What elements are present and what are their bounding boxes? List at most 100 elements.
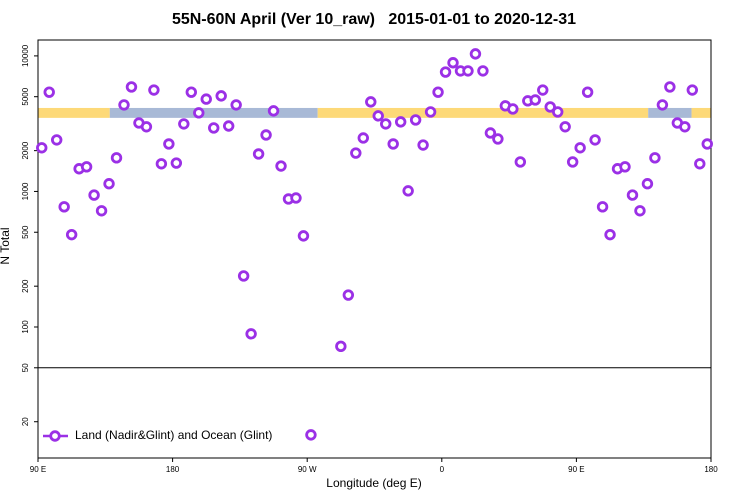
y-tick-label: 1000 <box>21 182 30 200</box>
data-point <box>267 105 280 117</box>
y-tick-label: 500 <box>21 225 30 239</box>
data-point <box>170 157 183 169</box>
data-point <box>125 81 138 93</box>
y-tick-label: 10000 <box>21 44 30 67</box>
coverage-band <box>648 107 692 118</box>
data-point <box>95 205 108 217</box>
y-tick-label: 200 <box>21 279 30 293</box>
x-tick-label: 90 E <box>30 465 46 474</box>
data-point <box>529 94 541 106</box>
data-point <box>634 205 646 217</box>
data-point <box>649 152 661 164</box>
data-point <box>514 156 527 168</box>
data-point <box>178 118 190 130</box>
data-point <box>140 121 153 133</box>
coverage-band <box>38 107 110 118</box>
data-point <box>305 429 317 441</box>
data-point <box>656 99 669 111</box>
data-point <box>387 138 399 150</box>
data-point <box>409 114 422 126</box>
data-point <box>222 120 235 132</box>
y-axis-label: N Total <box>0 227 12 264</box>
data-point <box>335 340 347 353</box>
data-point <box>484 127 497 139</box>
data-point <box>619 161 631 173</box>
data-point <box>297 230 310 242</box>
data-point <box>439 66 452 78</box>
data-point <box>432 86 444 98</box>
legend-label: Land (Nadir&Glint) and Ocean (Glint) <box>75 428 272 442</box>
data-point <box>36 142 48 154</box>
data-point <box>185 86 197 98</box>
coverage-band <box>691 107 711 118</box>
data-point <box>118 99 130 111</box>
data-point <box>596 201 609 213</box>
data-point <box>193 107 205 119</box>
data-point <box>447 57 459 69</box>
data-point <box>604 228 616 241</box>
x-tick-label: 180 <box>704 465 718 474</box>
data-point <box>566 156 579 168</box>
data-point <box>80 161 93 173</box>
y-tick-label: 20 <box>21 417 30 426</box>
y-tick-label: 50 <box>21 363 30 372</box>
data-point <box>581 86 594 98</box>
data-point <box>626 189 639 201</box>
data-point <box>200 93 212 105</box>
legend-marker <box>49 430 61 442</box>
data-point <box>544 101 556 113</box>
data-point <box>507 103 519 115</box>
x-tick-label: 90 W <box>298 465 317 474</box>
data-point <box>275 160 287 172</box>
data-point <box>50 134 63 146</box>
data-point <box>477 65 489 77</box>
data-point <box>365 96 377 108</box>
data-point <box>350 147 362 159</box>
data-point <box>492 133 504 145</box>
x-tick-label: 90 E <box>568 465 584 474</box>
data-point <box>641 178 654 190</box>
data-point <box>290 192 302 204</box>
data-point <box>163 138 175 150</box>
data-point <box>357 132 369 144</box>
data-point <box>342 289 355 301</box>
plot-frame <box>37 39 712 459</box>
data-point <box>237 270 250 282</box>
data-point <box>252 148 265 160</box>
data-point <box>574 142 586 154</box>
data-point <box>679 121 691 133</box>
data-point <box>148 84 160 96</box>
x-tick-label: 180 <box>166 465 180 474</box>
y-tick-label: 100 <box>21 320 30 334</box>
data-point <box>88 189 100 201</box>
coverage-band <box>317 107 649 118</box>
data-point <box>462 65 474 77</box>
data-point <box>664 81 676 93</box>
data-point <box>417 139 429 151</box>
data-point <box>537 84 549 96</box>
y-tick-label: 5000 <box>21 87 30 105</box>
data-point <box>402 185 414 197</box>
data-point <box>110 152 123 164</box>
data-point <box>103 178 115 190</box>
data-point <box>208 122 220 134</box>
data-point <box>260 129 272 141</box>
data-point <box>552 106 564 118</box>
data-point <box>155 158 168 170</box>
coverage-band <box>109 107 318 118</box>
data-point <box>469 48 482 60</box>
chart-title: 55N-60N April (Ver 10_raw) 2015-01-01 to… <box>172 11 576 28</box>
data-point <box>686 84 699 96</box>
data-point <box>215 90 227 102</box>
data-point <box>394 116 407 128</box>
data-point <box>372 110 384 122</box>
data-point <box>589 134 601 146</box>
data-point <box>559 121 571 133</box>
data-point <box>424 106 437 118</box>
data-point <box>65 228 78 241</box>
data-point <box>694 158 706 170</box>
data-point <box>245 328 257 340</box>
data-point <box>701 138 713 150</box>
x-tick-label: 0 <box>440 465 445 474</box>
